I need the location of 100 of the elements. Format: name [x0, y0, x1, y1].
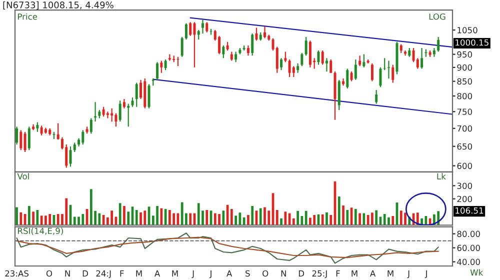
candlestick	[135, 82, 138, 108]
bar	[276, 210, 278, 226]
candlestick	[114, 112, 118, 128]
bar	[28, 206, 30, 226]
candlestick	[308, 40, 312, 68]
y-tick-label: 80.00	[457, 230, 480, 238]
bar	[127, 212, 130, 226]
y-tick-label: 1050	[458, 27, 478, 34]
bar	[251, 206, 254, 226]
candlestick	[40, 125, 43, 136]
candlestick	[375, 89, 378, 104]
bar	[313, 215, 316, 226]
candlestick	[246, 44, 250, 56]
candlestick	[370, 62, 374, 82]
annotation: Price	[18, 13, 38, 20]
candlestick	[383, 58, 386, 71]
candlestick	[106, 111, 109, 119]
text: 1000.15	[456, 39, 488, 46]
candlestick	[321, 50, 324, 66]
bar	[358, 213, 361, 226]
candlestick	[230, 51, 233, 62]
y-tick-label: 800	[457, 92, 472, 100]
candlestick	[420, 47, 424, 70]
candlestick	[197, 29, 200, 40]
y-tick-label: 600	[457, 162, 472, 170]
candlestick	[56, 122, 60, 140]
x-tick-label: N	[65, 270, 70, 276]
candlestick	[251, 32, 254, 56]
bar	[214, 213, 216, 226]
bar	[144, 210, 146, 226]
candlestick	[148, 84, 150, 109]
bar	[32, 212, 34, 226]
bar	[48, 214, 52, 226]
bar	[346, 210, 349, 226]
y-tick-label: 700	[457, 125, 472, 132]
y-tick-label: 900	[457, 64, 472, 71]
x-tick-label: F	[120, 270, 124, 276]
bar	[247, 215, 250, 226]
bar	[392, 216, 394, 226]
y-tick-label: 200	[457, 196, 472, 202]
bar	[160, 208, 163, 226]
candlestick	[122, 98, 126, 109]
candlestick	[160, 60, 163, 74]
bar	[65, 198, 68, 226]
candlestick	[184, 22, 188, 40]
candlestick	[330, 58, 332, 74]
y-tick-label: 850	[457, 78, 472, 85]
candlestick	[28, 126, 30, 151]
bar	[383, 214, 386, 226]
candlestick	[127, 103, 130, 128]
bar	[309, 218, 312, 226]
bar	[234, 216, 237, 226]
line-series	[16, 236, 439, 258]
candlestick	[176, 56, 180, 67]
bar	[135, 210, 138, 226]
bar	[73, 216, 76, 226]
x-tick-label: F	[336, 270, 340, 276]
candlestick	[437, 36, 440, 52]
bar	[375, 210, 378, 226]
bar	[90, 189, 92, 226]
bar	[82, 214, 84, 226]
x-tick-label: O	[262, 270, 268, 277]
text: Wk	[470, 269, 484, 276]
bar	[371, 212, 374, 226]
candlestick	[82, 130, 84, 146]
bar	[16, 207, 18, 226]
candlestick	[180, 36, 184, 58]
candlestick	[362, 54, 366, 68]
chart-title: [N6733] 1008.15, 4.49%	[3, 1, 114, 10]
x-tick-label: M	[388, 270, 394, 276]
candlestick	[280, 58, 283, 71]
bar	[388, 217, 390, 226]
bar	[338, 196, 340, 226]
x-tick-label: 23:AS	[5, 270, 29, 277]
bar	[44, 216, 47, 226]
candlestick	[350, 70, 353, 82]
bar	[242, 217, 246, 226]
candlestick	[193, 22, 196, 68]
x-tick-label: D	[298, 270, 304, 276]
candlestick	[358, 55, 362, 67]
bar	[354, 208, 357, 226]
y-tick-label: 300	[457, 182, 472, 189]
candlestick	[379, 66, 382, 88]
bar	[189, 213, 192, 226]
bar	[326, 212, 328, 226]
y-tick-label: 650	[457, 143, 472, 150]
candlestick	[73, 142, 76, 153]
candlestick	[94, 102, 97, 122]
x-tick-label: J	[192, 270, 194, 278]
bar	[366, 215, 370, 226]
candlestick	[90, 118, 92, 134]
candlestick	[202, 19, 204, 34]
candlestick	[102, 106, 105, 118]
y-tick-label: 750	[457, 108, 472, 115]
y-tick-label: 950	[457, 51, 472, 58]
x-tick-label: O	[46, 270, 52, 277]
y-tick-label: 40.00	[457, 258, 480, 266]
candlestick	[284, 51, 287, 63]
candlestick	[338, 79, 340, 111]
bar	[218, 214, 220, 226]
